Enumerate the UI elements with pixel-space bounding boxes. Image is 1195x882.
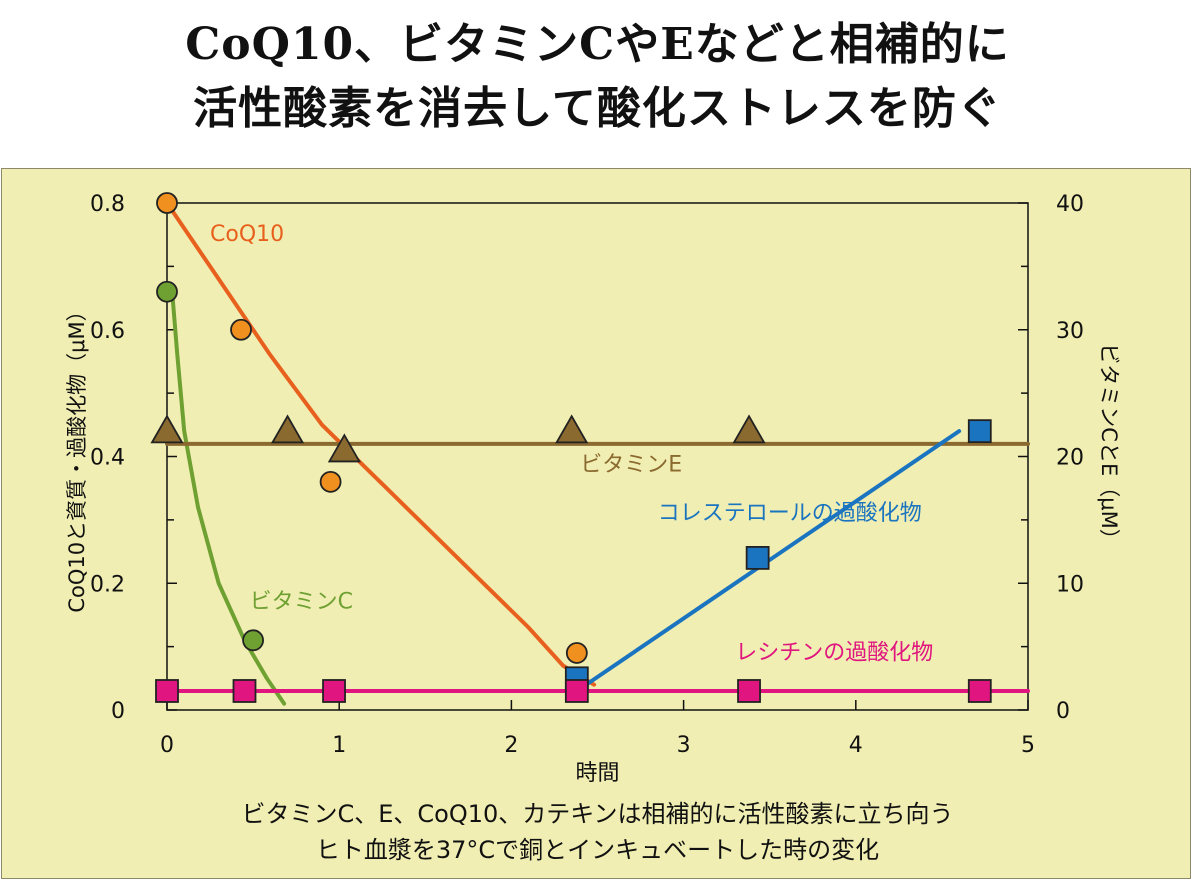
x-tick-label: 2 [504, 733, 518, 758]
y-right-tick-label: 20 [1056, 446, 1084, 471]
series-annotation-0: CoQ10 [210, 222, 284, 247]
series-4-point [737, 679, 761, 703]
y-right-tick-label: 40 [1056, 192, 1084, 217]
y-left-tick-label: 0.2 [90, 572, 125, 597]
series-4-point [155, 679, 179, 703]
series-2-point [732, 414, 766, 444]
series-0-point [230, 318, 252, 341]
series-4-point [322, 679, 346, 703]
series-annotation-4: レシチンの過酸化物 [735, 640, 933, 665]
x-tick-label: 4 [849, 733, 863, 758]
y-right-tick-label: 30 [1056, 319, 1084, 344]
series-annotation-1: ビタミンC [250, 590, 353, 615]
series-1-line [170, 289, 287, 706]
series-2-point [327, 433, 361, 463]
series-1-point [156, 280, 178, 303]
series-0-point [156, 192, 178, 214]
caption-line1: ビタミンC、E、CoQ10、カテキンは相補的に活性酸素に立ち向う [241, 800, 954, 828]
y-right-tick-label: 0 [1056, 699, 1070, 724]
y-left-tick-label: 0.8 [90, 192, 125, 217]
series-3-point [967, 419, 992, 444]
y-left-axis-label: CoQ10と資質・過酸化物（μM） [65, 300, 89, 612]
series-0-point [319, 470, 342, 493]
series-annotation-2: ビタミンE [580, 453, 682, 478]
y-left-tick-label: 0.6 [90, 319, 125, 344]
series-2-point [150, 414, 184, 444]
y-right-tick-label: 10 [1056, 572, 1084, 597]
series-0-line [165, 201, 597, 687]
series-3-point [745, 546, 770, 570]
series-2-point [555, 414, 589, 444]
x-tick-label: 0 [160, 733, 174, 758]
chart-title-line2: 活性酸素を消去して酸化ストレスを防ぐ [193, 83, 1002, 134]
series-4-point [967, 679, 992, 703]
series-4-point [564, 679, 589, 703]
x-tick-label: 1 [332, 733, 346, 758]
y-left-tick-label: 0.4 [90, 446, 125, 471]
chart-panel [1, 168, 1191, 879]
series-4-point [232, 679, 257, 703]
y-right-axis-label: ビタミンCとE（μM） [1097, 343, 1121, 549]
x-tick-label: 3 [677, 733, 691, 758]
x-axis-label: 時間 [575, 761, 619, 786]
caption-line2: ヒト血漿を37°Cで銅とインキュベートした時の変化 [315, 836, 880, 864]
series-2-point [270, 414, 305, 444]
chart-title-line1: CoQ10、ビタミンCやEなどと相補的に [185, 19, 1010, 70]
y-left-tick-label: 0 [111, 699, 125, 724]
x-tick-label: 5 [1021, 733, 1035, 758]
series-1-point [242, 629, 265, 652]
series-annotation-3: コレステロールの過酸化物 [658, 501, 922, 526]
series-0-point [565, 642, 588, 664]
